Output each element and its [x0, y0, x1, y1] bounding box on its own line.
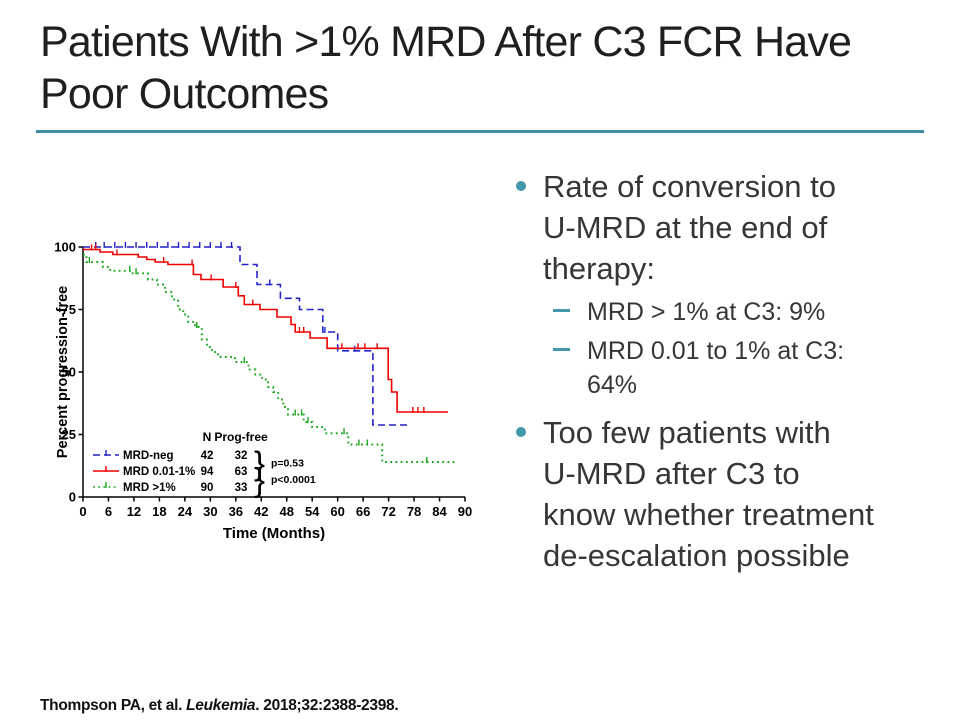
citation-journal: Leukemia: [186, 697, 256, 714]
legend-label: MRD-neg: [123, 450, 173, 462]
bullet-list: Rate of conversion to U-MRD at the end o…: [505, 166, 950, 582]
list-subitem: MRD 0.01 to 1% at C3: 64%: [551, 334, 950, 402]
bullet-dash-icon: [553, 309, 570, 312]
legend-n-value: 42: [201, 450, 214, 462]
legend-header-n: N: [203, 430, 212, 444]
brace-icon: }: [254, 445, 265, 482]
y-tick-label: 0: [69, 490, 76, 505]
x-tick-label: 60: [330, 504, 344, 519]
legend-header-progfree: Prog-free: [214, 430, 268, 444]
series-MRD 0.01-1%: [83, 248, 448, 413]
x-tick-label: 36: [229, 504, 243, 519]
bullet-dash-icon: [553, 348, 570, 351]
x-tick-label: 78: [407, 504, 421, 519]
x-tick-label: 42: [254, 504, 268, 519]
legend-label: MRD >1%: [123, 482, 176, 494]
x-tick-label: 54: [305, 504, 320, 519]
citation-authors: Thompson PA, et al.: [40, 697, 187, 714]
bullet-text: MRD 0.01 to 1% at C3: 64%: [587, 337, 845, 399]
citation-ref: . 2018;32:2388-2398.: [255, 697, 399, 714]
legend-progfree-value: 32: [235, 450, 248, 462]
list-subitem: MRD > 1% at C3: 9%: [551, 295, 950, 329]
legend-progfree-value: 33: [235, 482, 248, 494]
x-tick-label: 6: [105, 504, 112, 519]
x-tick-label: 90: [458, 504, 472, 519]
x-axis-title: Time (Months): [223, 525, 325, 542]
x-tick-label: 0: [79, 504, 86, 519]
x-tick-label: 18: [152, 504, 166, 519]
brace-icon: }: [254, 461, 265, 498]
x-tick-label: 24: [178, 504, 193, 519]
legend-n-value: 90: [201, 482, 214, 494]
citation: Thompson PA, et al. Leukemia. 2018;32:23…: [40, 697, 399, 715]
x-tick-label: 12: [127, 504, 141, 519]
slide-title: Patients With >1% MRD After C3 FCR Have …: [40, 18, 852, 118]
legend-progfree-value: 63: [235, 466, 248, 478]
series-MRD >1%: [83, 253, 455, 463]
y-axis-title: Percent progression-free: [55, 286, 71, 458]
p-value-label: p=0.53: [271, 458, 304, 470]
x-tick-label: 66: [356, 504, 370, 519]
km-chart: 0 25 50 75 100 0 6 12 18 24 30 36 42 48 54 60 66 72 78 84 90…: [54, 205, 475, 555]
bullet-dot-icon: [516, 427, 526, 437]
y-tick-label: 25: [62, 427, 76, 442]
bullet-dot-icon: [516, 181, 526, 191]
bullet-text: Too few patients with U-MRD after C3 to …: [543, 415, 874, 573]
list-item: Too few patients with U-MRD after C3 to …: [505, 412, 950, 576]
bullet-text: Rate of conversion to U-MRD at the end o…: [543, 169, 836, 286]
km-survival-plot: 0 25 50 75 100 0 6 12 18 24 30 36 42 48 54 60 66 72 78 84 90…: [54, 240, 472, 543]
x-tick-label: 48: [279, 504, 293, 519]
list-item: Rate of conversion to U-MRD at the end o…: [505, 166, 950, 289]
x-tick-label: 30: [203, 504, 217, 519]
y-tick-label: 75: [62, 302, 76, 317]
p-value-label: p<0.0001: [271, 474, 316, 486]
legend-label: MRD 0.01-1%: [123, 466, 195, 478]
bullet-text: MRD > 1% at C3: 9%: [587, 298, 826, 326]
y-tick-label: 50: [62, 365, 76, 380]
title-underline: [36, 130, 924, 133]
x-tick-label: 72: [381, 504, 395, 519]
x-tick-label: 84: [432, 504, 447, 519]
legend-n-value: 94: [201, 466, 214, 478]
y-tick-label: 100: [55, 240, 76, 255]
